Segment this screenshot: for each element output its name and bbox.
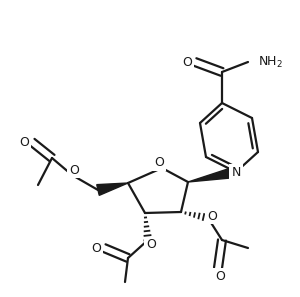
- Text: NH$_2$: NH$_2$: [258, 54, 283, 69]
- Polygon shape: [97, 183, 128, 195]
- Text: O: O: [91, 241, 101, 255]
- Text: O: O: [215, 269, 225, 282]
- Text: O: O: [154, 157, 164, 170]
- Text: O: O: [69, 164, 79, 176]
- Text: O: O: [19, 135, 29, 148]
- Text: O: O: [182, 56, 192, 69]
- Text: O: O: [207, 209, 217, 222]
- Polygon shape: [188, 167, 237, 182]
- Text: O: O: [146, 238, 156, 252]
- Text: N: N: [231, 165, 241, 178]
